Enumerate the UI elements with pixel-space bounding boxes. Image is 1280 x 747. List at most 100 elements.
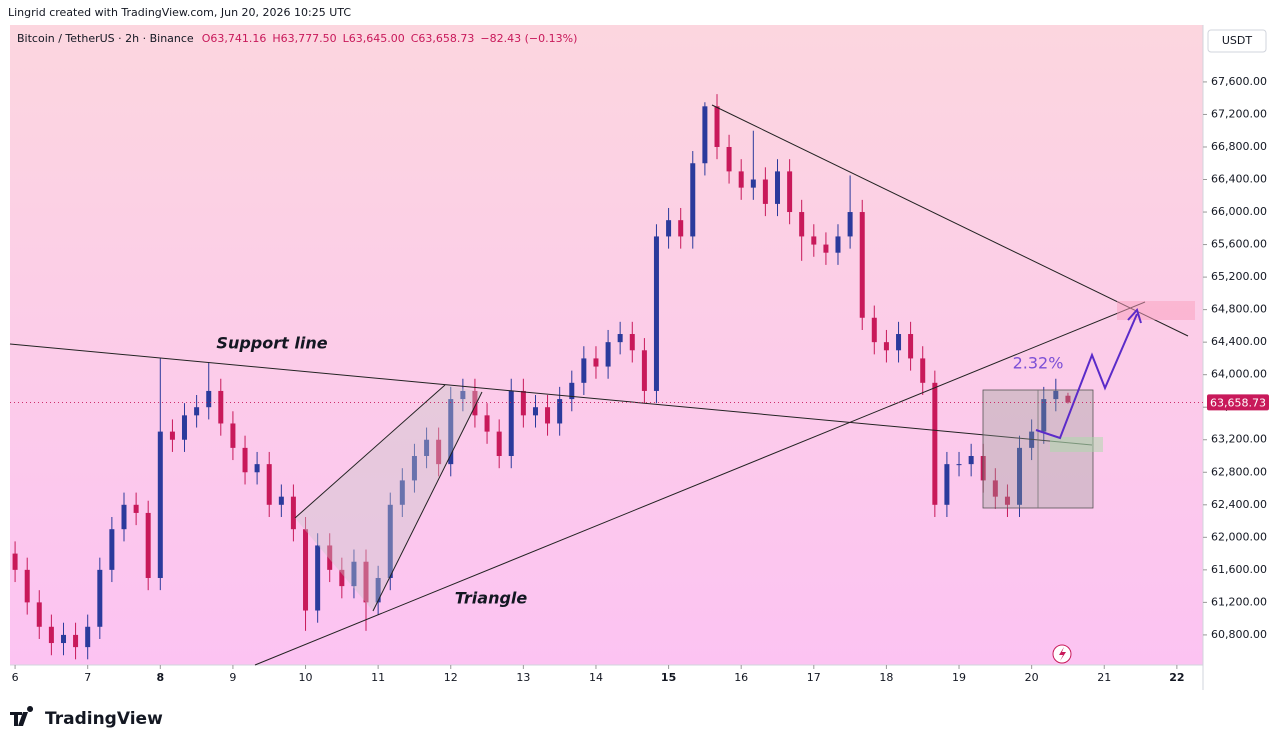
y-tick-label: 63,200.00: [1211, 433, 1267, 446]
candle-body: [157, 431, 163, 578]
x-tick-label: 15: [661, 671, 676, 684]
x-tick-label: 8: [156, 671, 164, 684]
attribution: Lingrid created with TradingView.com, Ju…: [8, 6, 351, 19]
x-tick-label: 19: [952, 671, 966, 684]
y-tick-label: 65,200.00: [1211, 270, 1267, 283]
candle-body: [206, 390, 212, 408]
candle-body: [472, 390, 478, 416]
candle-body: [327, 545, 333, 570]
y-tick-label: 60,800.00: [1211, 628, 1267, 641]
candle-body: [835, 236, 841, 253]
arrow-head: [1127, 308, 1142, 324]
x-tick-label: 20: [1025, 671, 1039, 684]
candle-body: [218, 390, 224, 424]
drawings: [9, 104, 1195, 666]
candle-body: [375, 577, 381, 603]
candle-body: [399, 480, 405, 505]
candle-body: [387, 504, 393, 578]
support-line: [9, 343, 1093, 446]
candle-body: [605, 342, 611, 367]
candle-body: [133, 504, 139, 513]
candle-body: [303, 529, 309, 611]
candle-body: [678, 220, 684, 237]
candle-body: [545, 407, 551, 424]
candle-body: [762, 179, 768, 204]
candle-body: [36, 602, 42, 627]
x-tick-label: 14: [589, 671, 603, 684]
candle-body: [532, 407, 538, 416]
x-tick-label: 12: [444, 671, 458, 684]
candle-body: [726, 146, 732, 172]
candle-body: [1017, 447, 1023, 505]
candle-body: [85, 626, 91, 648]
candle-body: [1065, 395, 1071, 403]
candle-body: [847, 212, 853, 237]
triangle-upper-line: [711, 104, 1189, 337]
y-tick-label: 64,000.00: [1211, 368, 1267, 381]
candle-body: [73, 634, 79, 648]
x-tick-label: 10: [299, 671, 313, 684]
y-tick-label: 66,000.00: [1211, 205, 1267, 218]
candle-body: [750, 179, 756, 188]
x-tick-label: 16: [734, 671, 748, 684]
x-tick-label: 17: [807, 671, 821, 684]
candle-body: [992, 480, 998, 497]
candle-body: [169, 431, 175, 440]
candle-body: [617, 334, 623, 343]
candle-body: [520, 390, 526, 416]
currency: USDT: [1222, 34, 1253, 47]
candle-body: [956, 464, 962, 466]
x-tick-label: 22: [1169, 671, 1184, 684]
x-tick-label: 18: [879, 671, 893, 684]
candle-body: [908, 334, 914, 359]
candle-body: [799, 212, 805, 237]
y-tick-label: 65,600.00: [1211, 238, 1267, 251]
candle-body: [424, 439, 430, 457]
candle-body: [48, 626, 54, 644]
legend-row: Bitcoin / TetherUS · 2h · Binance O63,741…: [17, 32, 577, 45]
candle-body: [12, 553, 18, 570]
wedge-line: [294, 384, 446, 519]
x-tick-label: 9: [229, 671, 236, 684]
annotation: 2.32%: [1013, 354, 1064, 373]
last-price-box: [1207, 394, 1269, 411]
candle-body: [61, 634, 67, 644]
ohlc-value: L63,645.00: [343, 32, 405, 45]
candle-body: [484, 415, 490, 432]
candle-body: [968, 456, 974, 465]
candle-body: [194, 407, 200, 416]
candle-body: [109, 529, 115, 570]
candle-body: [266, 464, 272, 505]
x-tick-label: 6: [12, 671, 19, 684]
candle-body: [690, 163, 696, 237]
ohlc-value: O63,741.16: [202, 32, 267, 45]
candle-body: [932, 382, 938, 505]
candle-body: [738, 171, 744, 188]
y-tick-label: 61,200.00: [1211, 595, 1267, 608]
y-tick-label: 64,800.00: [1211, 303, 1267, 316]
candle-body: [569, 382, 575, 400]
candle-body: [666, 220, 672, 237]
candle-body: [641, 350, 647, 391]
candle-body: [436, 439, 442, 465]
candle-body: [1004, 496, 1010, 505]
brand-logo: [10, 706, 34, 726]
candle-body: [883, 342, 889, 351]
candle-body: [242, 447, 248, 473]
y-tick-label: 62,000.00: [1211, 530, 1267, 543]
alert-bolt: [1059, 647, 1066, 661]
candle-body: [339, 569, 345, 587]
candle-body: [24, 569, 30, 603]
candle-body: [290, 496, 296, 530]
candle-body: [714, 106, 720, 147]
candle-body: [702, 106, 708, 164]
candle-body: [1053, 390, 1059, 400]
projection-arrow: [1035, 313, 1138, 440]
candle-body: [460, 390, 466, 400]
candle-body: [859, 212, 865, 318]
candle-body: [315, 545, 321, 611]
annotation: Support line: [216, 334, 327, 353]
currency-box[interactable]: [1207, 29, 1267, 53]
last-price-label: 63,658.73: [1210, 396, 1266, 409]
